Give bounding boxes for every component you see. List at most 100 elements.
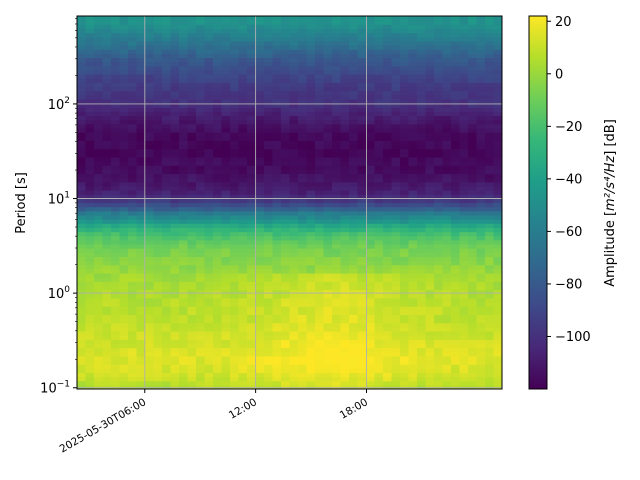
heatmap-cell [289,364,299,369]
heatmap-cell [255,281,265,286]
heatmap-cell [94,185,104,191]
heatmap-cell [196,177,206,183]
heatmap-cell [196,314,206,320]
heatmap-cell [255,98,265,104]
heatmap-cell [145,20,155,25]
heatmap-cell [349,359,359,365]
heatmap-cell [459,74,469,79]
heatmap-cell [485,185,495,191]
heatmap-cell [298,285,308,291]
heatmap-cell [442,16,452,21]
heatmap-cell [485,219,495,224]
heatmap-cell [442,98,452,104]
heatmap-cell [289,40,299,46]
heatmap-cell [85,227,95,233]
heatmap-cell [323,136,333,141]
heatmap-cell [459,49,469,54]
heatmap-cell [281,281,291,286]
heatmap-cell [272,318,282,324]
heatmap-cell [442,277,452,282]
heatmap-cell [255,235,265,241]
heatmap-cell [383,173,393,179]
heatmap-cell [425,107,435,112]
heatmap-cell [434,49,444,54]
heatmap-cell [85,57,95,63]
heatmap-cell [145,293,155,299]
y-tick-label: 102 [48,96,70,113]
heatmap-cell [94,169,104,175]
heatmap-cell [391,74,401,79]
heatmap-cell [85,103,95,108]
heatmap-cell [77,57,87,63]
heatmap-cell [366,185,376,191]
heatmap-cell [383,206,393,212]
heatmap-cell [272,82,282,88]
heatmap-cell [442,185,452,191]
heatmap-cell [119,74,129,79]
heatmap-cell [391,36,401,42]
heatmap-cell [111,132,121,137]
heatmap-cell [145,322,155,328]
heatmap-cell [383,148,393,154]
heatmap-cell [434,202,444,208]
heatmap-cell [323,53,333,59]
heatmap-cell [196,306,206,311]
heatmap-cell [264,219,274,224]
heatmap-cell [417,235,427,241]
heatmap-cell [400,372,410,378]
heatmap-cell [196,368,206,374]
heatmap-cell [77,214,87,220]
heatmap-cell [221,293,231,299]
heatmap-cell [459,181,469,187]
heatmap-cell [357,219,367,224]
heatmap-cell [128,239,138,245]
heatmap-cell [111,314,121,320]
heatmap-cell [128,364,138,369]
heatmap-cell [196,227,206,233]
heatmap-cell [468,210,478,216]
heatmap-cell [459,65,469,71]
heatmap-cell [298,82,308,88]
heatmap-cell [221,111,231,117]
heatmap-cell [349,152,359,158]
heatmap-cell [408,132,418,137]
heatmap-cell [434,94,444,100]
heatmap-cell [442,285,452,291]
heatmap-cell [145,194,155,199]
heatmap-cell [468,272,478,278]
heatmap-cell [145,351,155,357]
heatmap-cell [408,252,418,257]
heatmap-cell [196,185,206,191]
heatmap-cell [485,40,495,46]
heatmap-cell [272,239,282,245]
heatmap-cell [357,194,367,199]
heatmap-cell [374,372,384,378]
heatmap-cell [102,364,112,369]
heatmap-cell [451,115,461,121]
heatmap-cell [298,140,308,146]
heatmap-cell [374,86,384,92]
heatmap-cell [187,16,197,21]
heatmap-cell [128,293,138,299]
heatmap-cell [374,144,384,150]
heatmap-cell [145,359,155,365]
heatmap-cell [77,165,87,170]
heatmap-cell [315,326,325,332]
heatmap-cell [196,359,206,365]
heatmap-cell [281,61,291,67]
heatmap-cell [493,65,502,71]
heatmap-cell [213,90,223,96]
heatmap-cell [94,49,104,54]
heatmap-cell [255,206,265,212]
heatmap-cell [425,90,435,96]
heatmap-cell [187,277,197,282]
heatmap-cell [434,351,444,357]
heatmap-cell [476,78,486,83]
heatmap-cell [400,264,410,270]
heatmap-cell [400,318,410,324]
heatmap-cell [306,206,316,212]
heatmap-cell [400,98,410,104]
heatmap-cell [315,359,325,365]
heatmap-cell [468,20,478,25]
heatmap-cell [281,384,291,389]
